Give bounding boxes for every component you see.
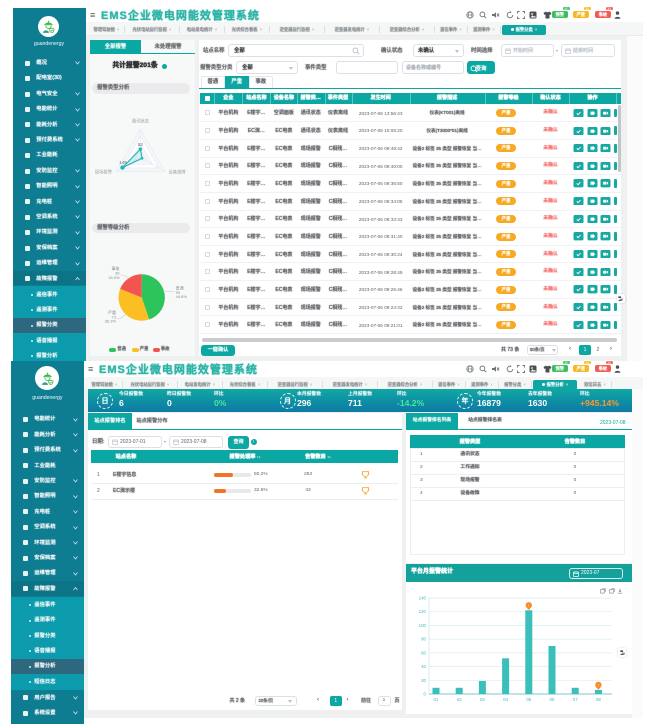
svg-text:100: 100 bbox=[419, 623, 427, 628]
svg-text:0: 0 bbox=[424, 692, 427, 697]
svg-text:140: 140 bbox=[419, 596, 427, 601]
svg-text:05: 05 bbox=[526, 697, 531, 702]
svg-text:80: 80 bbox=[421, 637, 426, 642]
svg-text:40: 40 bbox=[421, 664, 426, 669]
svg-text:73: 73 bbox=[112, 314, 117, 319]
svg-text:现场报警: 现场报警 bbox=[95, 169, 113, 176]
svg-text:严重: 严重 bbox=[108, 309, 116, 315]
svg-text:07: 07 bbox=[573, 697, 578, 702]
svg-text:08: 08 bbox=[596, 697, 601, 702]
svg-text:04: 04 bbox=[503, 697, 508, 702]
svg-text:18.9%: 18.9% bbox=[108, 275, 120, 280]
svg-text:01: 01 bbox=[434, 697, 439, 702]
svg-text:120: 120 bbox=[419, 609, 427, 614]
svg-text:44.8%: 44.8% bbox=[176, 294, 188, 299]
svg-text:通讯状态: 通讯状态 bbox=[132, 118, 150, 125]
svg-text:事故: 事故 bbox=[112, 265, 120, 271]
svg-text:38: 38 bbox=[115, 271, 120, 276]
svg-text:03: 03 bbox=[480, 697, 485, 702]
svg-text:20: 20 bbox=[421, 678, 426, 683]
svg-text:90: 90 bbox=[176, 290, 181, 295]
svg-text:!: ! bbox=[598, 683, 599, 687]
svg-text:02: 02 bbox=[457, 697, 462, 702]
svg-text:149: 149 bbox=[119, 160, 127, 165]
svg-text:06: 06 bbox=[550, 697, 555, 702]
svg-text:普通: 普通 bbox=[176, 285, 184, 291]
svg-text:60: 60 bbox=[421, 650, 426, 655]
svg-text:设备故障: 设备故障 bbox=[169, 169, 187, 176]
svg-text:36.3%: 36.3% bbox=[105, 319, 117, 324]
svg-text:!: ! bbox=[528, 604, 529, 608]
svg-text:52: 52 bbox=[138, 142, 144, 147]
